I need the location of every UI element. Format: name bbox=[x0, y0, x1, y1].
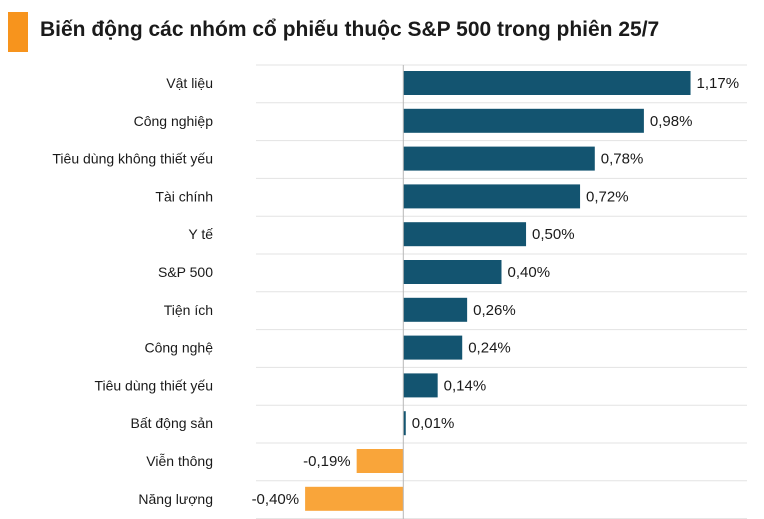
bar bbox=[403, 373, 438, 398]
bar bbox=[403, 108, 644, 133]
value-label: 0,72% bbox=[586, 188, 629, 205]
value-label: 0,50% bbox=[532, 226, 575, 243]
gridlines bbox=[256, 64, 747, 519]
value-label: 0,26% bbox=[473, 302, 516, 319]
value-label: 0,98% bbox=[650, 113, 693, 130]
value-labels: 1,17% 0,98% 0,78% 0,72% 0,50% 0,40% 0,26% 0,24%… bbox=[252, 75, 740, 508]
bar bbox=[403, 297, 468, 322]
category-label: Công nghiệp bbox=[134, 113, 214, 129]
bar bbox=[305, 486, 404, 511]
category-label: Viễn thông bbox=[146, 453, 213, 469]
category-label: Tiện ích bbox=[164, 302, 213, 318]
bars bbox=[305, 71, 691, 511]
value-label: 0,40% bbox=[508, 264, 551, 281]
bar bbox=[403, 335, 463, 360]
bar bbox=[356, 449, 404, 473]
bar bbox=[403, 411, 406, 436]
category-label: Tiêu dùng thiết yếu bbox=[94, 377, 213, 393]
bar bbox=[403, 146, 595, 171]
category-label: Tài chính bbox=[155, 188, 213, 204]
bar bbox=[403, 71, 691, 95]
value-label: 0,14% bbox=[444, 377, 487, 394]
value-label: -0,19% bbox=[303, 453, 351, 470]
category-label: Năng lượng bbox=[138, 491, 213, 507]
value-label: -0,40% bbox=[252, 491, 300, 508]
value-label: 0,78% bbox=[601, 151, 644, 168]
category-label: Tiêu dùng không thiết yếu bbox=[52, 151, 213, 167]
value-label: 0,24% bbox=[468, 340, 511, 357]
category-label: Y tế bbox=[188, 226, 213, 242]
category-label: Công nghệ bbox=[144, 340, 213, 356]
bar bbox=[403, 260, 502, 284]
bar bbox=[403, 222, 527, 247]
category-labels: Vật liệu Công nghiệp Tiêu dùng không thiết… bbox=[52, 75, 213, 507]
value-label: 1,17% bbox=[697, 75, 740, 92]
chart-title: Biến động các nhóm cổ phiếu thuộc S&P 50… bbox=[40, 18, 660, 41]
category-label: S&P 500 bbox=[158, 264, 213, 280]
category-label: Vật liệu bbox=[166, 75, 213, 91]
category-label: Bất động sản bbox=[130, 415, 213, 431]
value-label: 0,01% bbox=[412, 415, 455, 432]
title-accent-bar bbox=[8, 12, 28, 52]
bar bbox=[403, 184, 581, 209]
